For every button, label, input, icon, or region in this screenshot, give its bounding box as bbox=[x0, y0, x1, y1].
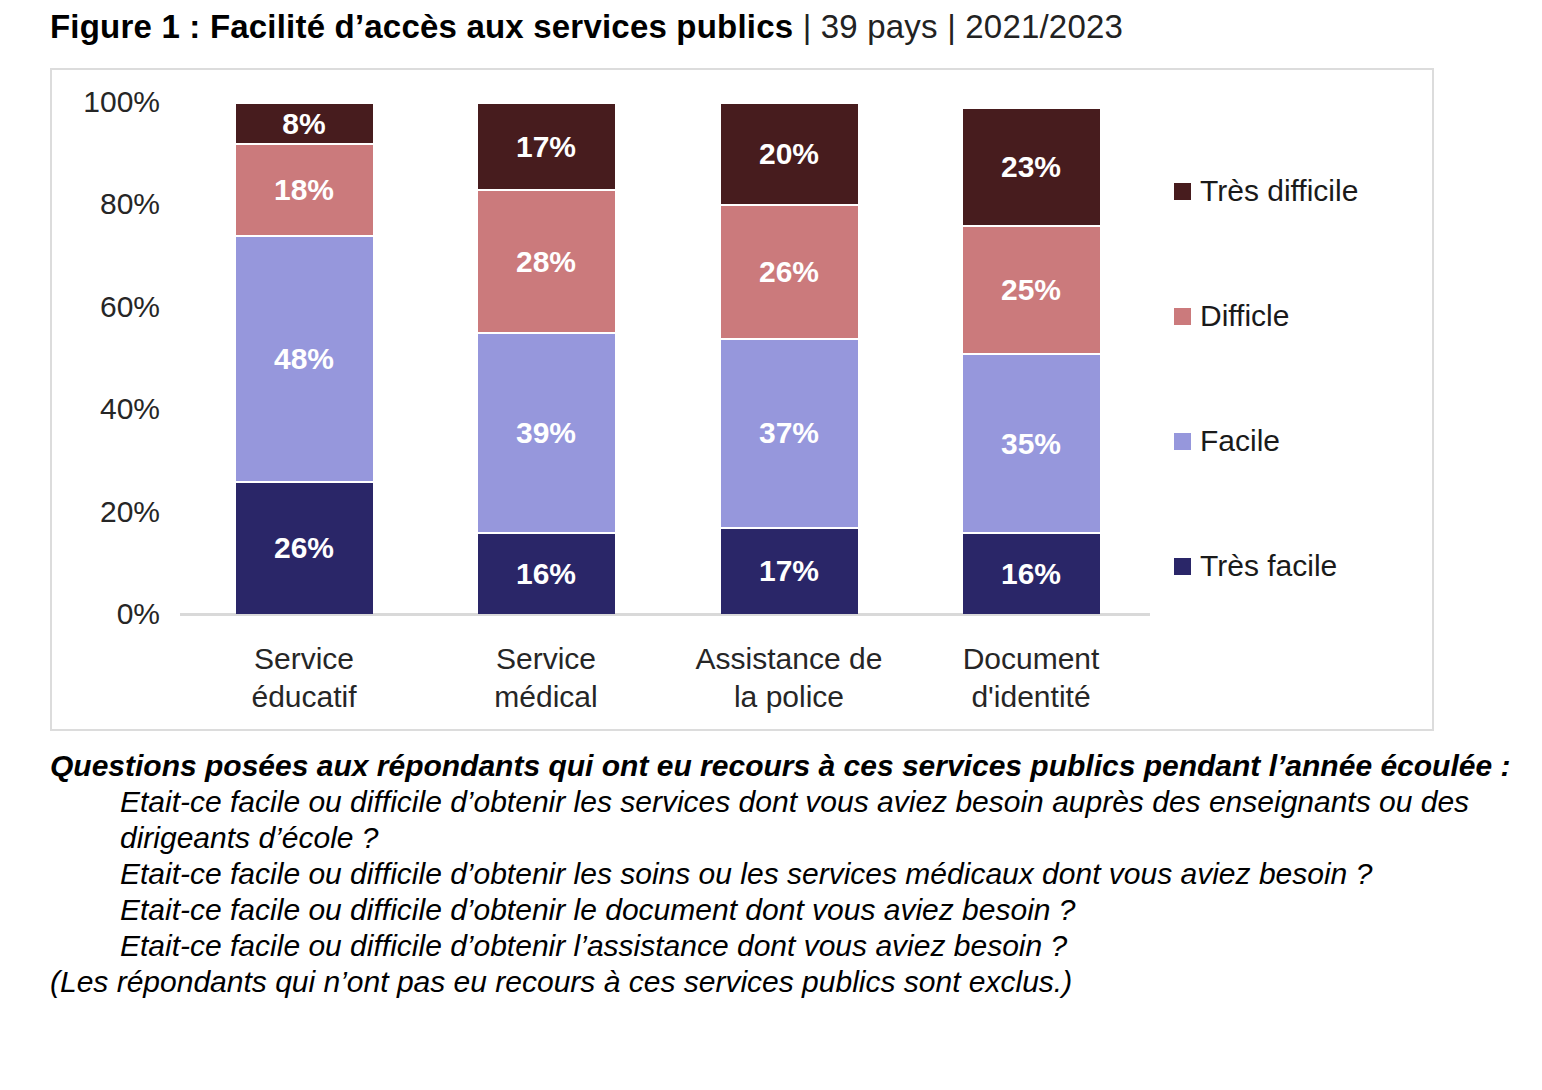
bar-value-label: 23% bbox=[1001, 152, 1061, 182]
legend-label: Facile bbox=[1200, 424, 1280, 458]
legend-label: Très facile bbox=[1200, 549, 1337, 583]
bar-segment-facile: 48% bbox=[236, 235, 373, 481]
bar-value-label: 48% bbox=[274, 344, 334, 374]
bar-4: 16% 35% 25% 23% bbox=[963, 102, 1100, 614]
footnotes: Questions posées aux répondants qui ont … bbox=[50, 748, 1520, 1000]
figure-title: Figure 1 : Facilité d’accès aux services… bbox=[50, 8, 1123, 46]
bar-segment-facile: 39% bbox=[478, 332, 615, 532]
legend-item-tr-s-difficile: Très difficile bbox=[1174, 174, 1358, 208]
bar-segment-tr-s-difficile: 17% bbox=[478, 102, 615, 189]
bar-value-label: 28% bbox=[516, 247, 576, 277]
bar-1: 26% 48% 18% 8% bbox=[236, 102, 373, 614]
y-axis-tick: 0% bbox=[52, 599, 160, 629]
bar-value-label: 26% bbox=[274, 533, 334, 563]
x-axis-category-label: Assistance de la police bbox=[649, 640, 929, 716]
bar-value-label: 39% bbox=[516, 418, 576, 448]
bar-value-label: 17% bbox=[516, 132, 576, 162]
bar-segment-facile: 35% bbox=[963, 353, 1100, 532]
bar-value-label: 17% bbox=[759, 556, 819, 586]
footnote-question: Etait-ce facile ou difficile d’obtenir l… bbox=[120, 928, 1520, 964]
bar-segment-tr-s-facile: 16% bbox=[478, 532, 615, 614]
bar-value-label: 18% bbox=[274, 175, 334, 205]
bar-segment-tr-s-facile: 26% bbox=[236, 481, 373, 614]
x-axis-category-label: Document d'identité bbox=[891, 640, 1171, 716]
bar-value-label: 16% bbox=[516, 559, 576, 589]
bar-segment-tr-s-facile: 16% bbox=[963, 532, 1100, 614]
legend-swatch-icon bbox=[1174, 308, 1191, 325]
bar-value-label: 16% bbox=[1001, 559, 1061, 589]
footnote-exclusion: (Les répondants qui n’ont pas eu recours… bbox=[50, 964, 1520, 1000]
footnote-question: Etait-ce facile ou difficile d’obtenir l… bbox=[120, 892, 1520, 928]
bar-segment-difficle: 25% bbox=[963, 225, 1100, 353]
y-axis-tick: 20% bbox=[52, 497, 160, 527]
footnote-question: Etait-ce facile ou difficile d’obtenir l… bbox=[120, 856, 1520, 892]
bar-value-label: 25% bbox=[1001, 275, 1061, 305]
bar-3: 17% 37% 26% 20% bbox=[721, 102, 858, 614]
footnote-heading: Questions posées aux répondants qui ont … bbox=[50, 748, 1520, 784]
bar-value-label: 35% bbox=[1001, 429, 1061, 459]
x-axis-category-label: Service médical bbox=[406, 640, 686, 716]
legend-item-tr-s-facile: Très facile bbox=[1174, 549, 1337, 583]
y-axis-tick: 100% bbox=[52, 87, 160, 117]
y-axis-tick: 40% bbox=[52, 394, 160, 424]
bar-segment-tr-s-facile: 17% bbox=[721, 527, 858, 614]
bar-segment-tr-s-difficile: 8% bbox=[236, 102, 373, 143]
legend-item-facile: Facile bbox=[1174, 424, 1280, 458]
figure-title-suffix: | 39 pays | 2021/2023 bbox=[793, 8, 1123, 45]
y-axis-tick: 60% bbox=[52, 292, 160, 322]
bar-segment-tr-s-difficile: 20% bbox=[721, 102, 858, 204]
legend-label: Très difficile bbox=[1200, 174, 1358, 208]
bar-segment-difficle: 28% bbox=[478, 189, 615, 332]
bar-value-label: 20% bbox=[759, 139, 819, 169]
legend-label: Difficle bbox=[1200, 299, 1289, 333]
bar-segment-tr-s-difficile: 23% bbox=[963, 107, 1100, 225]
figure-title-main: Figure 1 : Facilité d’accès aux services… bbox=[50, 8, 793, 45]
footnote-question: Etait-ce facile ou difficile d’obtenir l… bbox=[120, 784, 1520, 856]
chart-panel: 100%80%60%40%20%0% 26%48%18%8%16%39%28%1… bbox=[50, 68, 1434, 731]
bar-value-label: 8% bbox=[282, 109, 325, 139]
bar-segment-facile: 37% bbox=[721, 338, 858, 527]
y-axis-tick: 80% bbox=[52, 189, 160, 219]
legend-swatch-icon bbox=[1174, 183, 1191, 200]
bar-2: 16% 39% 28% 17% bbox=[478, 102, 615, 614]
bar-value-label: 26% bbox=[759, 257, 819, 287]
bar-value-label: 37% bbox=[759, 418, 819, 448]
x-axis-category-label: Service éducatif bbox=[164, 640, 444, 716]
bar-segment-difficle: 18% bbox=[236, 143, 373, 235]
bar-segment-difficle: 26% bbox=[721, 204, 858, 337]
legend-item-difficle: Difficle bbox=[1174, 299, 1289, 333]
legend-swatch-icon bbox=[1174, 558, 1191, 575]
legend-swatch-icon bbox=[1174, 433, 1191, 450]
